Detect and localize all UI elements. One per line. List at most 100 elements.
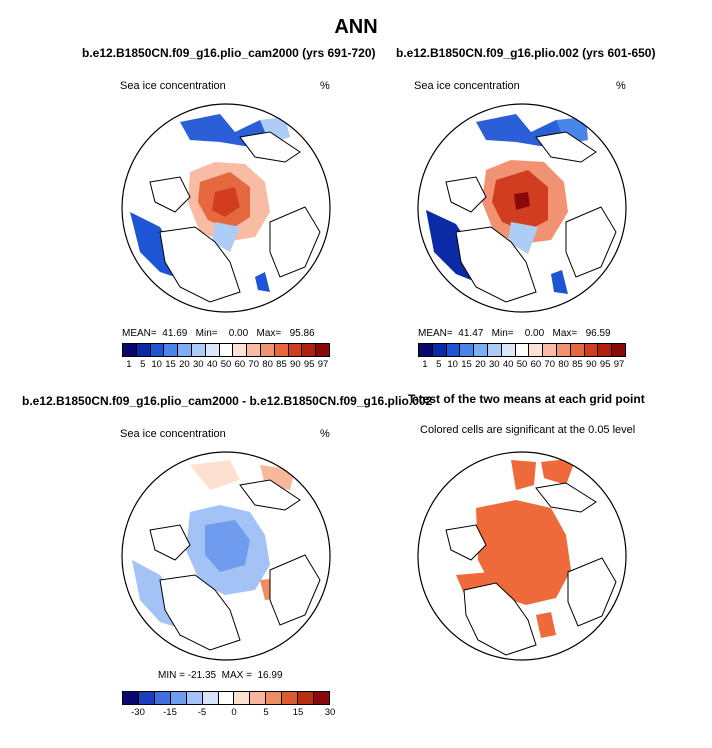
colorbar-swatch	[164, 344, 179, 356]
colorbar-tick-label: 97	[613, 359, 625, 370]
colorbar-tick-label: 50	[516, 359, 528, 370]
panel2-colorbar	[418, 343, 626, 357]
colorbar-tick-label: 90	[586, 359, 597, 370]
panel1-stats: MEAN= 41.69 Min= 0.00 Max= 95.86	[122, 328, 315, 339]
colorbar-swatch	[260, 344, 275, 356]
colorbar-tick-label: 0	[231, 707, 237, 718]
colorbar-tick-label: 15	[165, 359, 176, 370]
colorbar-tick-label: 1	[126, 359, 132, 370]
colorbar-swatch	[288, 344, 303, 356]
colorbar-tick-label: 97	[317, 359, 329, 370]
colorbar-tick-label: -5	[197, 707, 207, 718]
colorbar-swatch	[234, 692, 251, 704]
colorbar-tick-label: 80	[262, 359, 273, 370]
colorbar-tick-label: 40	[206, 359, 218, 370]
colorbar-swatch	[150, 344, 165, 356]
colorbar-swatch	[302, 344, 317, 356]
colorbar-swatch	[474, 344, 488, 356]
colorbar-tick-label: 10	[447, 359, 458, 370]
colorbar-tick-label: 85	[572, 359, 583, 370]
colorbar-swatch	[274, 344, 289, 356]
colorbar-tick-label: 30	[192, 359, 204, 370]
panel2-title: b.e12.B1850CN.f09_g16.plio.002 (yrs 601-…	[396, 46, 656, 60]
colorbar-swatch	[598, 344, 613, 356]
colorbar-tick-label: 5	[436, 359, 442, 370]
colorbar-tick-label: 5	[263, 707, 269, 718]
colorbar-swatch	[218, 692, 235, 704]
colorbar-swatch	[123, 692, 139, 704]
colorbar-tick-label: 60	[530, 359, 542, 370]
colorbar-tick-label: 80	[558, 359, 569, 370]
panel2-polar-map	[417, 103, 627, 313]
colorbar-tick-label: 5	[140, 359, 146, 370]
colorbar-tick-label: 85	[276, 359, 287, 370]
colorbar-swatch	[570, 344, 585, 356]
colorbar-tick-label: -30	[131, 707, 145, 718]
colorbar-swatch	[515, 344, 530, 356]
colorbar-tick-label: 70	[544, 359, 556, 370]
colorbar-swatch	[138, 692, 155, 704]
panel1-polar-map	[121, 103, 331, 313]
panel2-variable-label: Sea ice concentration	[414, 80, 520, 92]
colorbar-swatch	[178, 344, 192, 356]
colorbar-tick-label: 20	[179, 359, 190, 370]
panel3-colorbar-ticks: -30 -15 -5 0 5 15 30	[122, 707, 335, 719]
colorbar-swatch	[266, 692, 283, 704]
colorbar-swatch	[529, 344, 544, 356]
colorbar-tick-label: 50	[220, 359, 232, 370]
colorbar-swatch	[233, 344, 248, 356]
colorbar-swatch	[432, 344, 447, 356]
colorbar-swatch	[298, 692, 315, 704]
panel1-colorbar	[122, 343, 330, 357]
panel3-variable-label: Sea ice concentration	[120, 428, 226, 440]
colorbar-swatch	[136, 344, 151, 356]
colorbar-swatch	[314, 692, 329, 704]
colorbar-swatch	[543, 344, 557, 356]
colorbar-swatch	[202, 692, 219, 704]
colorbar-swatch	[123, 344, 137, 356]
colorbar-tick-label: 30	[488, 359, 500, 370]
colorbar-swatch	[250, 692, 267, 704]
panel2-stats: MEAN= 41.47 Min= 0.00 Max= 96.59	[418, 328, 611, 339]
panel2-units-label: %	[616, 80, 626, 92]
panel4-polar-map	[417, 451, 627, 661]
panel3-colorbar	[122, 691, 330, 705]
panel3-title: b.e12.B1850CN.f09_g16.plio_cam2000 - b.e…	[22, 394, 433, 408]
colorbar-swatch	[219, 344, 234, 356]
colorbar-swatch	[419, 344, 433, 356]
panel1-title: b.e12.B1850CN.f09_g16.plio_cam2000 (yrs …	[82, 46, 376, 60]
colorbar-swatch	[584, 344, 599, 356]
figure-title: ANN	[334, 16, 378, 38]
colorbar-tick-label: 30	[324, 707, 336, 718]
colorbar-swatch	[316, 344, 329, 356]
colorbar-swatch	[282, 692, 299, 704]
colorbar-tick-label: 20	[475, 359, 486, 370]
panel4-subtitle: Colored cells are significant at the 0.0…	[420, 424, 636, 436]
panel2-colorbar-ticks: 1 5 10 15 20 30 40 50 60 70 80 85 90 95 97	[418, 359, 624, 371]
colorbar-tick-label: 95	[599, 359, 611, 370]
colorbar-swatch	[205, 344, 220, 356]
colorbar-tick-label: 95	[303, 359, 315, 370]
colorbar-swatch	[612, 344, 625, 356]
colorbar-swatch	[247, 344, 261, 356]
colorbar-tick-label: -15	[163, 707, 177, 718]
colorbar-tick-label: 60	[234, 359, 246, 370]
colorbar-tick-label: 15	[461, 359, 472, 370]
colorbar-swatch	[186, 692, 203, 704]
colorbar-swatch	[446, 344, 461, 356]
colorbar-tick-label: 1	[422, 359, 428, 370]
panel1-colorbar-ticks: 1 5 10 15 20 30 40 50 60 70 80 85 90 95 97	[122, 359, 328, 371]
panel3-stats: MIN = -21.35 MAX = 16.99	[158, 670, 283, 681]
panel1-variable-label: Sea ice concentration	[120, 80, 226, 92]
colorbar-swatch	[460, 344, 475, 356]
colorbar-tick-label: 15	[292, 707, 304, 718]
colorbar-tick-label: 10	[151, 359, 162, 370]
panel1-units-label: %	[320, 80, 330, 92]
colorbar-swatch	[170, 692, 187, 704]
panel3-units-label: %	[320, 428, 330, 440]
colorbar-tick-label: 70	[248, 359, 260, 370]
colorbar-tick-label: 40	[502, 359, 514, 370]
panel4-title: T-test of the two means at each grid poi…	[408, 392, 645, 406]
panel3-polar-map	[121, 451, 331, 661]
colorbar-swatch	[556, 344, 571, 356]
